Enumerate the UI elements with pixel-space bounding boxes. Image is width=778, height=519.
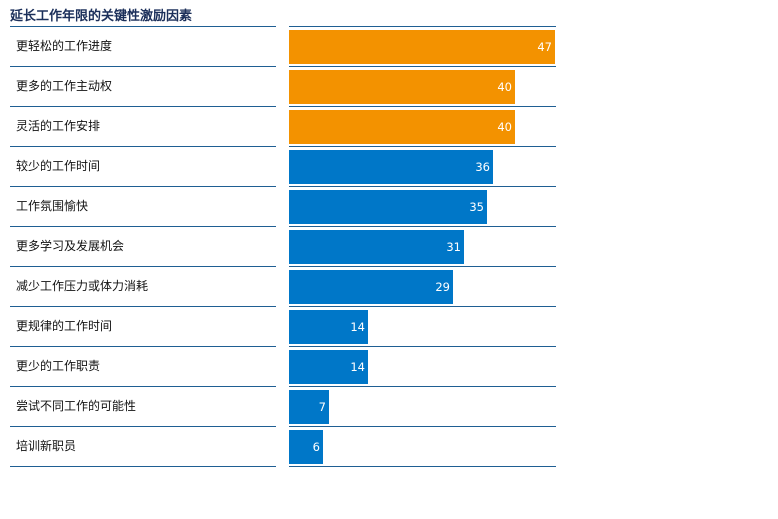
bar	[289, 390, 329, 424]
bar	[289, 350, 368, 384]
data-label: 14	[350, 360, 365, 374]
category-label: 更轻松的工作进度	[16, 38, 112, 53]
data-label: 31	[446, 240, 461, 254]
bar	[289, 30, 555, 64]
bar	[289, 310, 368, 344]
bar	[289, 190, 487, 224]
category-label: 尝试不同工作的可能性	[16, 398, 136, 413]
category-label: 更少的工作职责	[16, 358, 100, 373]
bar	[289, 230, 464, 264]
category-label: 较少的工作时间	[16, 158, 100, 173]
bar	[289, 430, 323, 464]
bar	[289, 70, 515, 104]
data-label: 35	[469, 200, 484, 214]
category-label: 工作氛围愉快	[16, 198, 88, 213]
data-label: 6	[313, 440, 320, 454]
category-label: 灵活的工作安排	[16, 118, 100, 133]
data-label: 40	[497, 120, 512, 134]
category-label: 更多的工作主动权	[16, 78, 112, 93]
category-label: 更多学习及发展机会	[16, 238, 124, 253]
bar	[289, 270, 453, 304]
data-label: 14	[350, 320, 365, 334]
category-label: 更规律的工作时间	[16, 318, 112, 333]
data-label: 40	[497, 80, 512, 94]
bar	[289, 110, 515, 144]
data-label: 36	[475, 160, 490, 174]
data-label: 47	[537, 40, 552, 54]
data-label: 29	[435, 280, 450, 294]
chart-title: 延长工作年限的关键性激励因素	[10, 9, 193, 24]
category-label: 减少工作压力或体力消耗	[16, 279, 148, 293]
category-label: 培训新职员	[16, 438, 76, 453]
data-label: 7	[319, 400, 326, 414]
bar	[289, 150, 493, 184]
